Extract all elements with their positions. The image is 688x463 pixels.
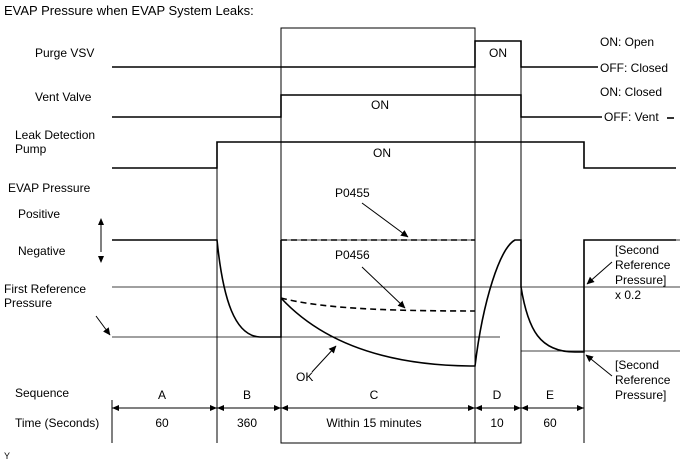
time-label: Time (Seconds) [15,416,99,430]
p0455-arrow [361,202,409,238]
vent-valve-on-text: ON [371,98,389,112]
leak-pump-label-line1: Leak Detection [15,128,95,142]
first-reference-label-line2: Pressure [4,296,52,310]
vent-valve-signal [112,94,602,118]
positive-label: Positive [18,207,60,221]
evap-pressure-trace [112,239,676,367]
second-ref-line1: [Second [615,358,659,372]
p0456-dashed-trace [280,297,476,312]
phase-d-window [474,40,522,444]
phase-e: E [546,388,554,402]
first-reference-label-line1: First Reference [4,282,86,296]
time-e: 60 [543,416,557,430]
leak-pump-label-line2: Pump [15,142,47,156]
time-d: 10 [490,416,504,430]
second-ref-x02-line3: Pressure] [615,273,666,287]
ok-label: OK [296,370,313,384]
purge-vsv-signal [112,40,598,68]
corner-mark: Y [4,451,10,461]
phase-c: C [370,388,379,402]
time-b: 360 [237,416,257,430]
second-ref-x02-line2: Reference [615,258,671,272]
ok-arrow [311,345,337,373]
evap-pressure-label: EVAP Pressure [8,181,91,195]
vent-valve-state-on: ON: Closed [600,85,662,99]
first-reference-arrow [95,315,111,336]
negative-label: Negative [18,244,66,258]
purge-vsv-state-on: ON: Open [600,35,654,49]
leak-pump-on-text: ON [373,146,391,160]
p0456-arrow [361,266,406,309]
phase-b: B [243,388,251,402]
purge-vsv-state-off: OFF: Closed [600,61,668,75]
second-ref-x02-arrow [586,261,613,285]
second-ref-line2: Reference [615,373,671,387]
sequence-label: Sequence [15,386,69,400]
p0455-label: P0455 [335,186,370,200]
leak-pump-signal [112,141,676,169]
second-ref-x02-line1: [Second [615,243,659,257]
time-c: Within 15 minutes [326,416,421,430]
vent-valve-label: Vent Valve [35,90,92,104]
vent-valve-state-off: OFF: Vent [604,110,659,124]
diagram-title: EVAP Pressure when EVAP System Leaks: [4,3,254,18]
phase-d: D [493,388,502,402]
arrow-head-down [98,256,104,263]
purge-vsv-on-text: ON [489,46,507,60]
p0456-label: P0456 [335,248,370,262]
time-a: 60 [155,416,169,430]
purge-vsv-label: Purge VSV [35,46,94,60]
second-ref-arrow [585,354,613,377]
second-ref-line3: Pressure] [615,388,666,402]
second-ref-x02-line4: x 0.2 [615,288,641,302]
arrow-head-up [98,218,104,225]
phase-a: A [158,388,166,402]
